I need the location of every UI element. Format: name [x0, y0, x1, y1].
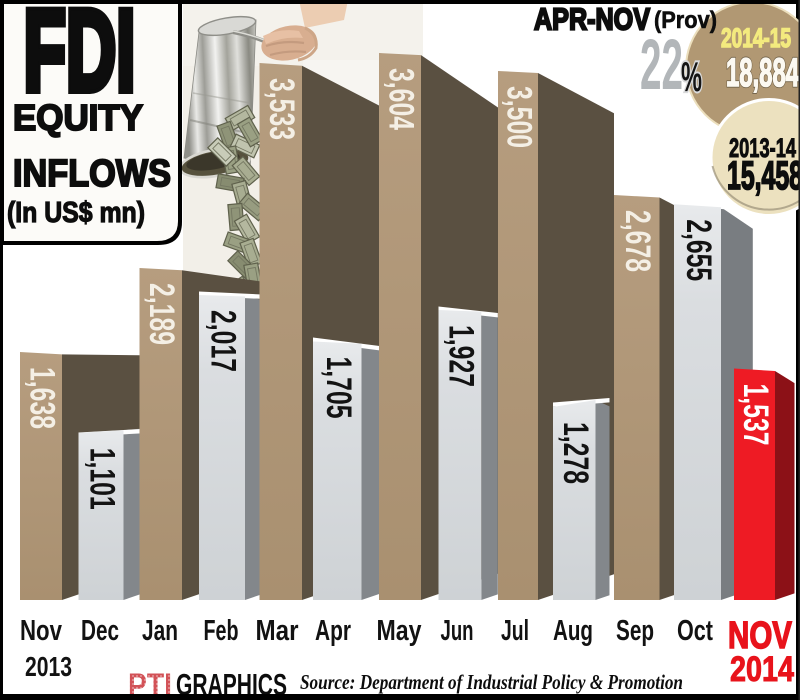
svg-text:2,655: 2,655 [679, 219, 719, 281]
svg-text:Nov: Nov [20, 615, 62, 647]
svg-text:2,678: 2,678 [618, 210, 658, 272]
svg-text:2,017: 2,017 [204, 310, 244, 372]
svg-text:18,884: 18,884 [726, 51, 799, 95]
svg-text:Jul: Jul [501, 615, 529, 647]
svg-text:2,189: 2,189 [142, 283, 182, 345]
svg-text:May: May [377, 615, 422, 647]
svg-text:Aug: Aug [553, 615, 593, 647]
svg-text:EQUITY: EQUITY [13, 97, 143, 138]
svg-text:Mar: Mar [256, 615, 299, 647]
svg-text:3,500: 3,500 [500, 86, 540, 148]
svg-text:18,884: 18,884 [726, 51, 799, 95]
svg-text:2014: 2014 [730, 650, 794, 689]
svg-text:Oct: Oct [677, 615, 713, 647]
svg-text:Sep: Sep [616, 615, 654, 647]
svg-text:22: 22 [640, 26, 683, 105]
svg-text:2013-14: 2013-14 [729, 133, 796, 163]
svg-text:1,638: 1,638 [23, 367, 63, 429]
svg-text:Jan: Jan [142, 615, 178, 647]
svg-text:15,458: 15,458 [727, 154, 800, 198]
svg-text:Feb: Feb [204, 615, 239, 647]
svg-text:NOV: NOV [728, 615, 792, 657]
svg-text:(In US$ mn): (In US$ mn) [7, 197, 145, 229]
svg-text:APR-NOV: APR-NOV [534, 2, 650, 37]
svg-text:1,927: 1,927 [441, 325, 481, 387]
svg-text:INFLOWS: INFLOWS [13, 153, 171, 195]
svg-text:3,533: 3,533 [262, 78, 302, 140]
svg-text:2013: 2013 [25, 651, 72, 682]
svg-text:Apr: Apr [315, 615, 351, 647]
svg-text:1,705: 1,705 [319, 357, 359, 419]
svg-text:2014-15: 2014-15 [721, 23, 791, 53]
svg-text:1,278: 1,278 [556, 422, 596, 484]
svg-text:Jun: Jun [441, 615, 474, 647]
svg-text:Source: Department of Industri: Source: Department of Industrial Policy … [300, 670, 683, 694]
svg-text:(Prov): (Prov) [654, 7, 717, 34]
svg-text:%: % [681, 53, 702, 100]
svg-text:1,537: 1,537 [736, 384, 776, 446]
svg-text:1,101: 1,101 [83, 448, 123, 510]
svg-text:3,604: 3,604 [382, 68, 422, 130]
svg-text:FDI: FDI [24, 0, 136, 115]
svg-text:Dec: Dec [81, 615, 119, 647]
